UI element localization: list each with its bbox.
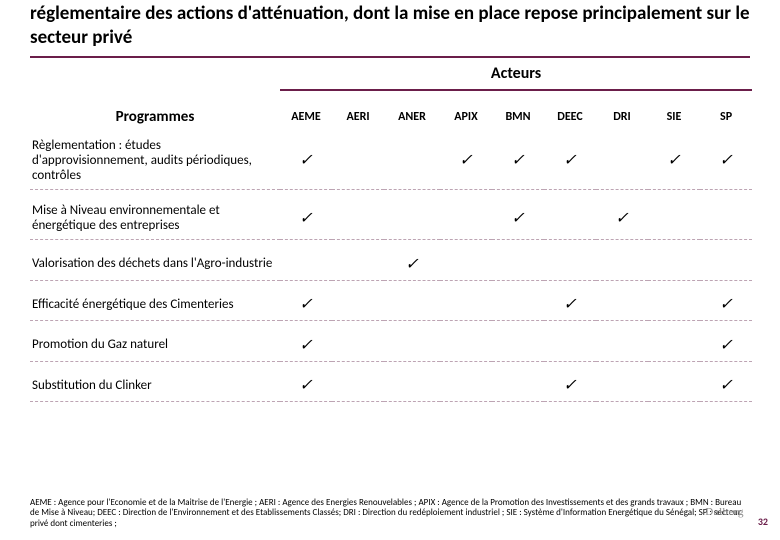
cell: ✓ [280, 288, 332, 321]
cell [384, 132, 440, 190]
cell: ✓ [280, 329, 332, 362]
table-row: Substitution du Clinker ✓ ✓ ✓ [30, 369, 752, 402]
cell [440, 248, 492, 281]
actor-head-0: AEME [280, 102, 332, 132]
cell [332, 369, 384, 402]
cell: ✓ [492, 197, 544, 240]
logo: Dalberg [705, 506, 744, 518]
cell [492, 369, 544, 402]
actor-head-3: APIX [440, 102, 492, 132]
table-row: Efficacité énergétique des Cimenteries ✓… [30, 288, 752, 321]
slide-page: réglementaire des actions d'atténuation,… [0, 0, 780, 540]
cell: ✓ [280, 197, 332, 240]
cell [440, 369, 492, 402]
cell: ✓ [700, 369, 752, 402]
cell [332, 132, 384, 190]
cell [332, 288, 384, 321]
cell [332, 248, 384, 281]
row-label: Efficacité énergétique des Cimenteries [30, 288, 280, 321]
programmes-header: Programmes [30, 102, 280, 132]
cell [384, 197, 440, 240]
cell: ✓ [700, 288, 752, 321]
actor-head-8: SP [700, 102, 752, 132]
matrix-table: Acteurs Programmes AEME AERI ANER APIX B… [30, 58, 752, 403]
cell [440, 197, 492, 240]
cell [700, 248, 752, 281]
actor-head-6: DRI [596, 102, 648, 132]
cell [544, 248, 596, 281]
page-number: 32 [758, 515, 768, 528]
row-label: Mise à Niveau environnementale et énergé… [30, 197, 280, 240]
actor-head-5: DEEC [544, 102, 596, 132]
cell [384, 329, 440, 362]
cell: ✓ [280, 132, 332, 190]
cell [332, 329, 384, 362]
super-header: Acteurs [280, 58, 752, 90]
page-title: réglementaire des actions d'atténuation,… [30, 0, 750, 50]
cell [596, 248, 648, 281]
cell: ✓ [596, 197, 648, 240]
cell [544, 329, 596, 362]
cell [440, 288, 492, 321]
cell [332, 197, 384, 240]
cell [280, 248, 332, 281]
row-label: Règlementation : études d'approvisionnem… [30, 132, 280, 190]
actor-head-7: SIE [648, 102, 700, 132]
actor-head-4: BMN [492, 102, 544, 132]
table-row: Mise à Niveau environnementale et énergé… [30, 197, 752, 240]
header-row: Programmes AEME AERI ANER APIX BMN DEEC … [30, 102, 752, 132]
cell [648, 288, 700, 321]
cell [440, 329, 492, 362]
actor-head-1: AERI [332, 102, 384, 132]
cell: ✓ [700, 132, 752, 190]
cell [596, 329, 648, 362]
cell [384, 288, 440, 321]
cell [596, 369, 648, 402]
cell [648, 369, 700, 402]
cell [648, 197, 700, 240]
footnotes: AEME : Agence pour l'Economie et de la M… [30, 498, 750, 530]
cell [648, 329, 700, 362]
row-label: Promotion du Gaz naturel [30, 329, 280, 362]
cell [596, 132, 648, 190]
cell: ✓ [384, 248, 440, 281]
cell [648, 248, 700, 281]
cell [492, 288, 544, 321]
cell: ✓ [280, 369, 332, 402]
cell [384, 369, 440, 402]
super-header-rule-row [30, 90, 752, 102]
cell [544, 197, 596, 240]
cell: ✓ [440, 132, 492, 190]
cell [596, 288, 648, 321]
table-row: Règlementation : études d'approvisionnem… [30, 132, 752, 190]
cell: ✓ [544, 369, 596, 402]
cell: ✓ [492, 132, 544, 190]
actor-head-2: ANER [384, 102, 440, 132]
cell [492, 248, 544, 281]
cell [700, 197, 752, 240]
row-label: Substitution du Clinker [30, 369, 280, 402]
row-label: Valorisation des déchets dans l'Agro-ind… [30, 248, 280, 281]
cell [492, 329, 544, 362]
cell: ✓ [700, 329, 752, 362]
super-header-row: Acteurs [30, 58, 752, 90]
cell: ✓ [544, 132, 596, 190]
table-row: Promotion du Gaz naturel ✓ ✓ [30, 329, 752, 362]
table-row: Valorisation des déchets dans l'Agro-ind… [30, 248, 752, 281]
cell: ✓ [648, 132, 700, 190]
cell: ✓ [544, 288, 596, 321]
